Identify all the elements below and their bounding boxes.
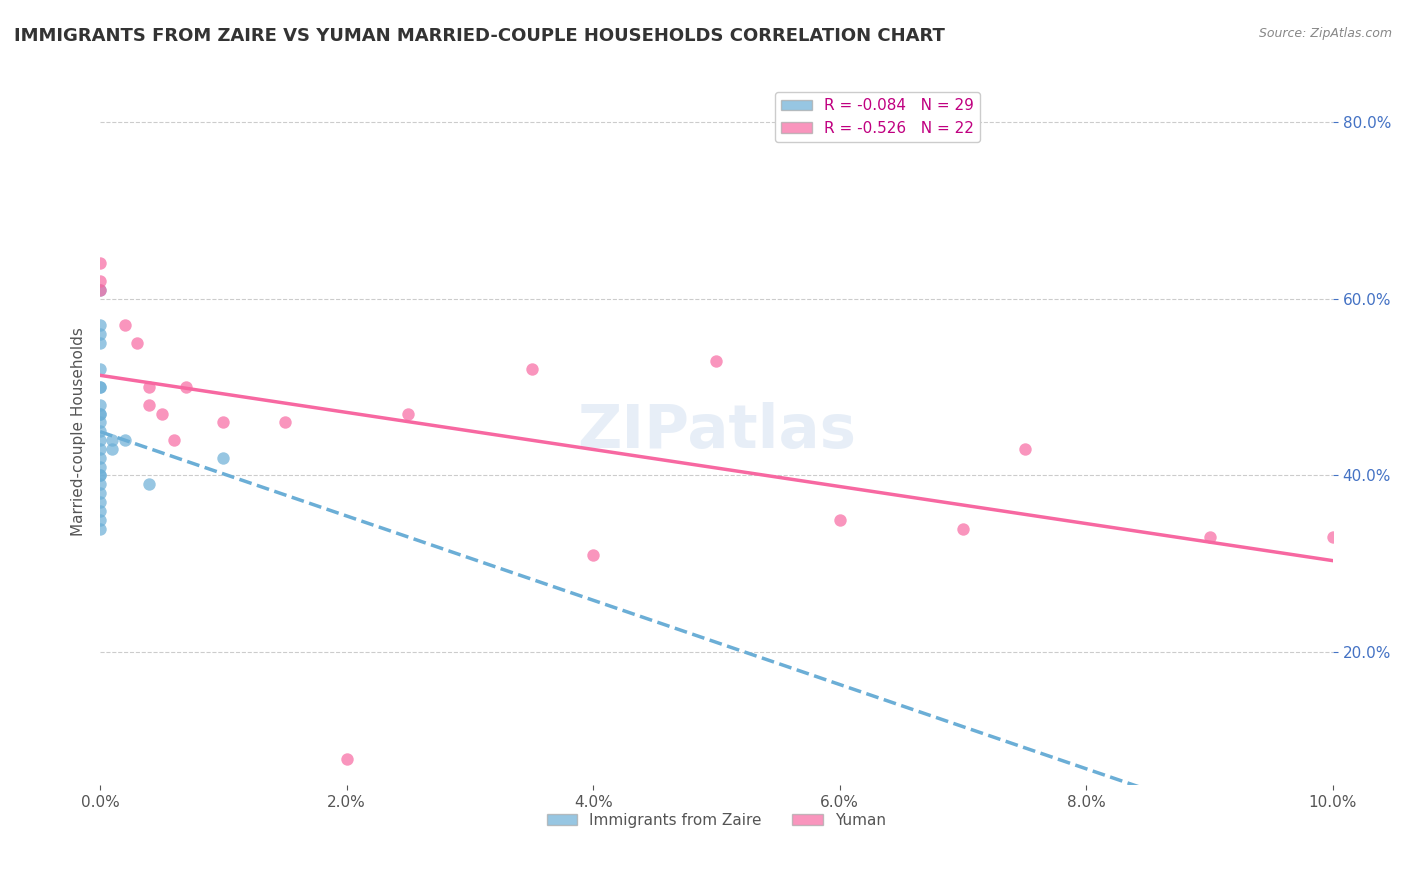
Point: [101, 442, 124, 456]
Point: [89, 513, 111, 527]
Point: [212, 416, 235, 430]
Point: [89, 398, 111, 412]
Point: [127, 335, 149, 350]
Point: [212, 450, 235, 465]
Point: [89, 283, 111, 297]
Point: [89, 256, 111, 270]
Point: [89, 459, 111, 474]
Point: [114, 318, 136, 332]
Point: [1198, 530, 1220, 544]
Point: [89, 416, 111, 430]
Text: IMMIGRANTS FROM ZAIRE VS YUMAN MARRIED-COUPLE HOUSEHOLDS CORRELATION CHART: IMMIGRANTS FROM ZAIRE VS YUMAN MARRIED-C…: [14, 27, 945, 45]
Point: [274, 416, 297, 430]
Point: [1014, 442, 1036, 456]
Text: Source: ZipAtlas.com: Source: ZipAtlas.com: [1258, 27, 1392, 40]
Point: [89, 433, 111, 447]
Point: [89, 407, 111, 421]
Point: [114, 433, 136, 447]
Point: [176, 380, 198, 394]
Point: [520, 362, 543, 376]
Point: [101, 433, 124, 447]
Point: [89, 424, 111, 438]
Point: [89, 407, 111, 421]
Point: [89, 450, 111, 465]
Point: [89, 274, 111, 288]
Point: [89, 318, 111, 332]
Point: [89, 477, 111, 491]
Point: [89, 283, 111, 297]
Point: [150, 407, 173, 421]
Legend: Immigrants from Zaire, Yuman: Immigrants from Zaire, Yuman: [540, 807, 893, 834]
Point: [336, 751, 359, 765]
Point: [138, 398, 160, 412]
Point: [89, 362, 111, 376]
Point: [89, 468, 111, 483]
Point: [396, 407, 419, 421]
Point: [89, 468, 111, 483]
Point: [952, 522, 974, 536]
Point: [89, 495, 111, 509]
Point: [89, 486, 111, 500]
Point: [138, 477, 160, 491]
Point: [89, 522, 111, 536]
Y-axis label: Married-couple Households: Married-couple Households: [72, 326, 86, 536]
Text: ZIPatlas: ZIPatlas: [576, 401, 856, 461]
Point: [89, 335, 111, 350]
Point: [89, 380, 111, 394]
Point: [89, 380, 111, 394]
Point: [582, 548, 605, 562]
Point: [828, 513, 851, 527]
Point: [706, 353, 728, 368]
Point: [89, 504, 111, 518]
Point: [163, 433, 186, 447]
Point: [89, 326, 111, 341]
Point: [138, 380, 160, 394]
Point: [1322, 530, 1344, 544]
Point: [89, 442, 111, 456]
